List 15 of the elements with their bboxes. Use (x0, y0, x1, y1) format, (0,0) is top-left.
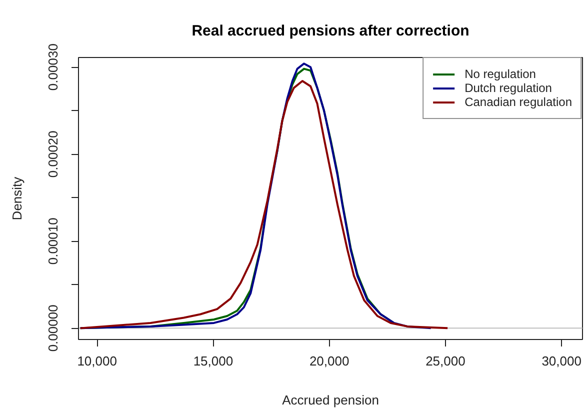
x-axis-title: Accrued pension (282, 392, 379, 408)
chart-title: Real accrued pensions after correction (192, 22, 470, 40)
x-tick-label: 15,000 (193, 354, 234, 368)
y-tick-label: 0.00010 (46, 218, 60, 265)
x-tick-label: 30,000 (542, 354, 582, 368)
x-tick-label: 20,000 (309, 354, 350, 368)
y-tick-label: 0.00030 (46, 44, 60, 91)
legend-label: Dutch regulation (464, 81, 552, 95)
x-tick-label: 25,000 (426, 354, 466, 368)
y-axis-title: Density (10, 176, 24, 220)
legend-label: No regulation (464, 67, 536, 81)
y-tick-label: 0.00020 (46, 130, 60, 178)
legend-label: Canadian regulation (464, 95, 572, 109)
y-tick-label: 0.00000 (46, 304, 60, 352)
x-tick-label: 10,000 (77, 354, 117, 368)
